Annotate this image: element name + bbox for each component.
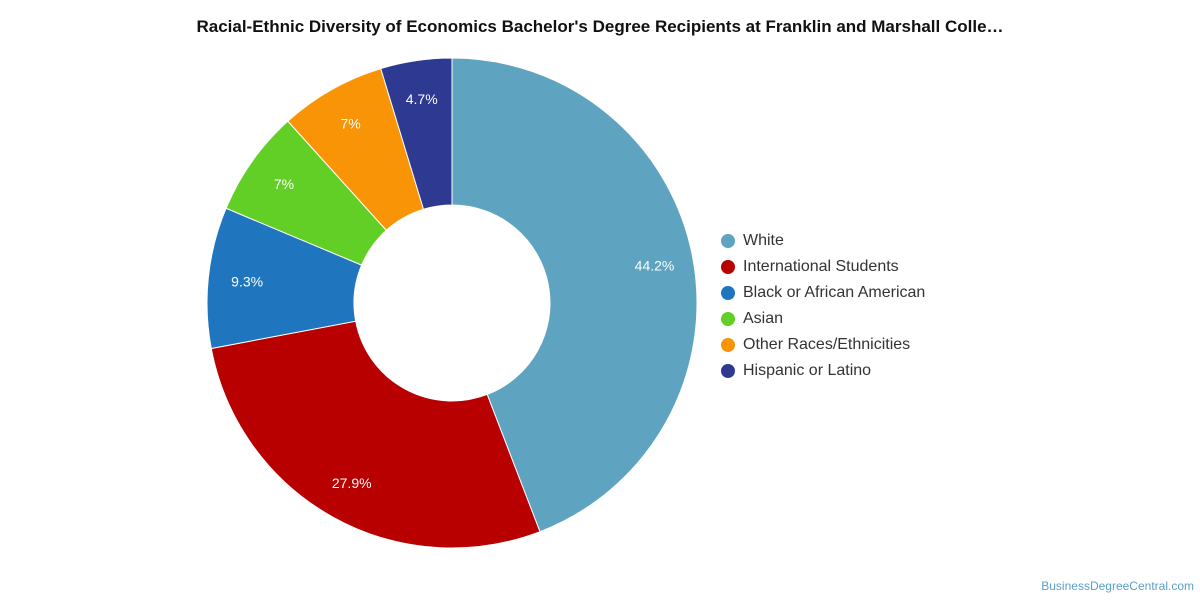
legend-label: Other Races/Ethnicities [743,336,911,353]
legend-item[interactable]: White [721,228,925,254]
source-credit[interactable]: BusinessDegreeCentral.com [1041,579,1194,593]
legend-label: Black or African American [743,284,926,301]
legend-item[interactable]: Black or African American [721,280,925,306]
legend-label: White [743,232,784,249]
slice-white[interactable] [451,57,698,533]
legend-item[interactable]: Other Races/Ethnicities [721,332,925,358]
slice-label: 4.7% [406,91,438,107]
legend-swatch [721,260,735,274]
legend-label: Hispanic or Latino [743,362,872,379]
legend-label: Asian [743,310,784,327]
slice-label-group: 44.2% 27.9% 9.3% 7% 7% 4.7% [231,91,674,491]
slice-group [206,57,698,549]
slice-international-students[interactable] [210,320,541,549]
legend-swatch [721,286,735,300]
slice-hispanic-or-latino[interactable] [380,57,453,210]
slice-label: 44.2% [635,257,675,273]
slice-label: 9.3% [231,273,263,289]
legend-item[interactable]: International Students [721,254,925,280]
slice-label: 27.9% [332,475,372,491]
legend-label: International Students [743,258,899,275]
legend-swatch [721,338,735,352]
legend: White International Students Black or Afri… [721,228,925,384]
slice-label: 7% [274,176,294,192]
legend-item[interactable]: Hispanic or Latino [721,358,925,384]
legend-swatch [721,234,735,248]
legend-item[interactable]: Asian [721,306,925,332]
legend-swatch [721,364,735,378]
legend-swatch [721,312,735,326]
slice-label: 7% [340,116,360,132]
chart-title: Racial-Ethnic Diversity of Economics Bac… [196,17,1004,36]
